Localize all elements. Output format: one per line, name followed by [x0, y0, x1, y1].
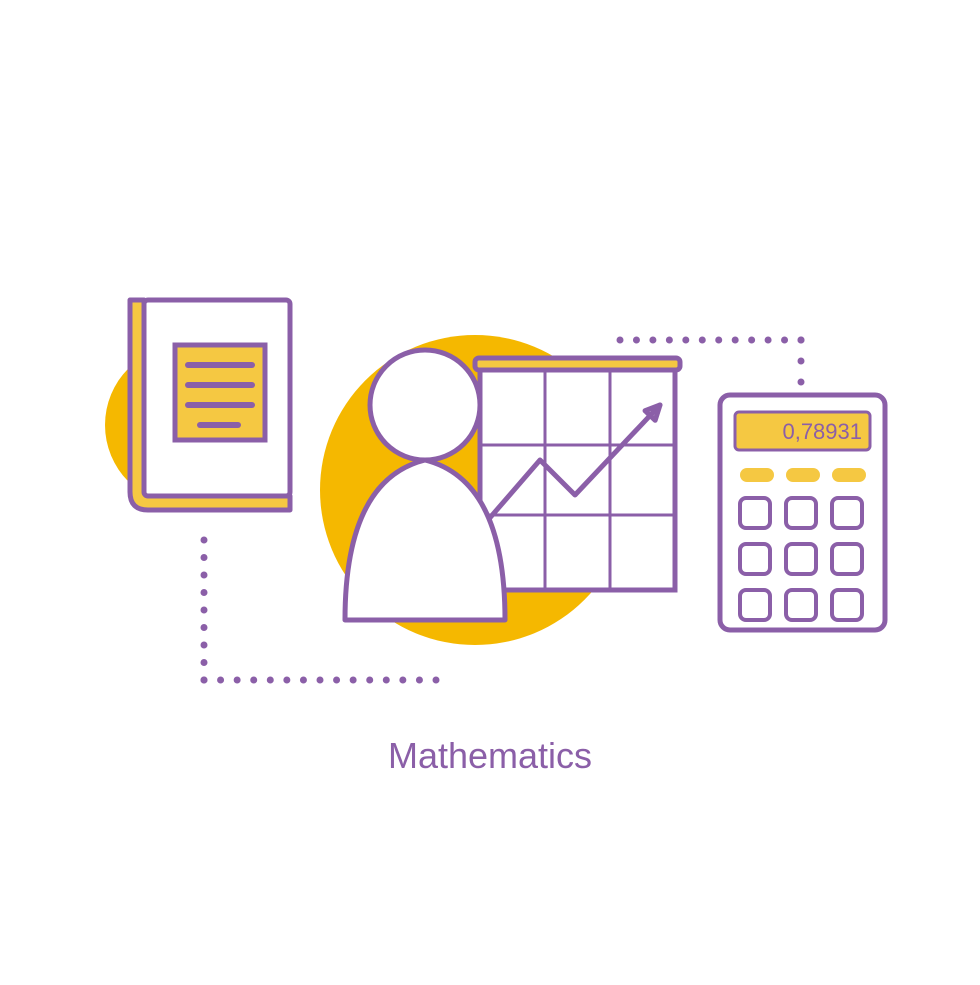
connector-dot	[798, 337, 805, 344]
title-label: Mathematics	[388, 735, 592, 777]
connector-dot	[798, 358, 805, 365]
connector-dot	[201, 607, 208, 614]
connector-dot	[201, 572, 208, 579]
connector-dot	[333, 677, 340, 684]
calculator-button	[740, 590, 770, 620]
connector-dot	[383, 677, 390, 684]
connector-dot	[201, 677, 208, 684]
connector-dot	[748, 337, 755, 344]
connector-dot	[201, 554, 208, 561]
connector-dot	[399, 677, 406, 684]
calculator-button	[740, 498, 770, 528]
connector-dot	[201, 659, 208, 666]
calculator-button	[740, 544, 770, 574]
calculator-display-text: 0,78931	[782, 419, 862, 444]
connector-dot	[682, 337, 689, 344]
connector-dot	[350, 677, 357, 684]
chart-board	[480, 370, 675, 590]
connector-dot	[217, 677, 224, 684]
connector-dot	[201, 537, 208, 544]
connector-dot	[250, 677, 257, 684]
mathematics-infographic: 0,78931 Mathematics	[0, 0, 980, 980]
connector-dot	[732, 337, 739, 344]
connector-dot	[617, 337, 624, 344]
calculator-button	[786, 498, 816, 528]
connector-dot	[633, 337, 640, 344]
connector-dot	[267, 677, 274, 684]
connector-dot	[234, 677, 241, 684]
calculator-button	[832, 590, 862, 620]
connector-dot	[699, 337, 706, 344]
calculator-pill-button	[832, 468, 866, 482]
calculator-button	[832, 498, 862, 528]
calculator-pill-button	[786, 468, 820, 482]
connector-dot	[201, 624, 208, 631]
connector-dot	[649, 337, 656, 344]
person-head	[370, 350, 480, 460]
calculator-button	[786, 590, 816, 620]
connector-dot	[201, 642, 208, 649]
connector-dot	[715, 337, 722, 344]
calculator-pill-button	[740, 468, 774, 482]
calculator-button	[832, 544, 862, 574]
connector-dot	[201, 589, 208, 596]
connector-dot	[433, 677, 440, 684]
connector-dot	[798, 379, 805, 386]
connector-dot	[300, 677, 307, 684]
connector-dot	[317, 677, 324, 684]
connector-dot	[283, 677, 290, 684]
connector-dot	[416, 677, 423, 684]
connector-dot	[781, 337, 788, 344]
connector-dot	[366, 677, 373, 684]
connector-dot	[765, 337, 772, 344]
calculator-button	[786, 544, 816, 574]
connector-dot	[666, 337, 673, 344]
